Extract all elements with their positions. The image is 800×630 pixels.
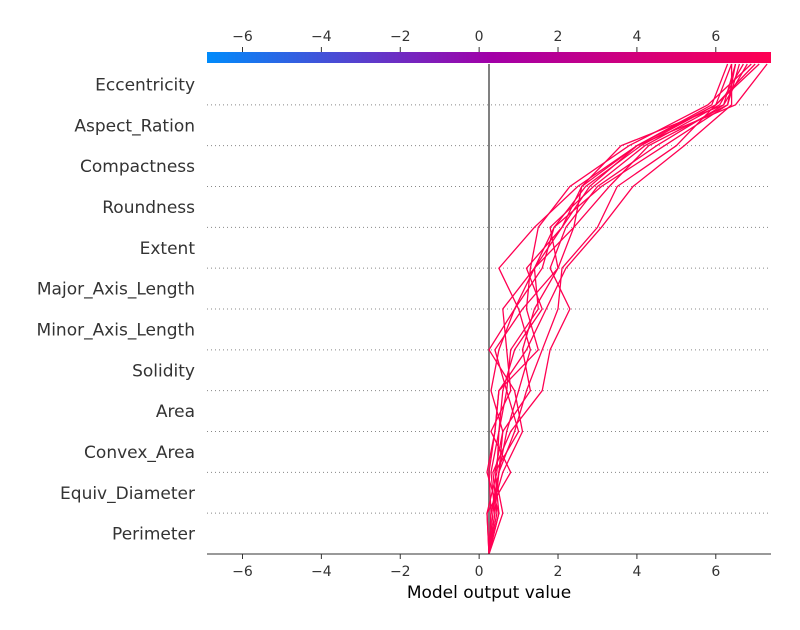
top-tick-label: 6 (711, 29, 720, 45)
decision-line (488, 63, 737, 555)
feature-label: Area (156, 402, 195, 422)
decision-line (486, 63, 748, 555)
top-tick-label: −4 (311, 29, 332, 45)
feature-label: Major_Axis_Length (37, 280, 195, 300)
top-tick-label: 4 (632, 29, 641, 45)
decision-line (486, 63, 737, 555)
feature-label: Solidity (132, 361, 195, 381)
feature-label: Perimeter (112, 525, 195, 545)
decision-line (488, 63, 760, 555)
decision-line (486, 63, 752, 555)
feature-label: Compactness (80, 157, 195, 177)
x-axis-title: Model output value (407, 583, 571, 603)
top-tick-label: −6 (232, 29, 253, 45)
feature-labels: Eccentricity Aspect_Ration Compactness Roun… (37, 75, 196, 544)
bottom-tick-label: −4 (311, 564, 332, 580)
decision-lines (486, 63, 768, 555)
top-tick-label: 2 (554, 29, 563, 45)
bottom-tick-label: −6 (232, 564, 253, 580)
feature-label: Convex_Area (84, 443, 195, 463)
colorbar (207, 52, 771, 63)
top-tick-label: −2 (390, 29, 411, 45)
decision-line (488, 63, 729, 555)
feature-label: Equiv_Diameter (60, 484, 195, 504)
bottom-tick-label: 4 (632, 564, 641, 580)
feature-label: Minor_Axis_Length (37, 320, 195, 340)
top-tick-label: 0 (475, 29, 484, 45)
feature-label: Aspect_Ration (74, 116, 195, 136)
decision-line (488, 63, 768, 555)
decision-line (488, 64, 733, 555)
top-axis-ticks: −6 −4 −2 0 2 4 6 (232, 29, 720, 52)
feature-label: Eccentricity (95, 75, 195, 95)
bottom-tick-label: 2 (554, 564, 563, 580)
feature-label: Roundness (102, 198, 195, 218)
bottom-axis-ticks: −6 −4 −2 0 2 4 6 (232, 554, 720, 580)
bottom-tick-label: −2 (390, 564, 411, 580)
feature-label: Extent (140, 239, 196, 259)
decision-line (488, 63, 756, 555)
bottom-tick-label: 0 (475, 564, 484, 580)
bottom-tick-label: 6 (711, 564, 720, 580)
